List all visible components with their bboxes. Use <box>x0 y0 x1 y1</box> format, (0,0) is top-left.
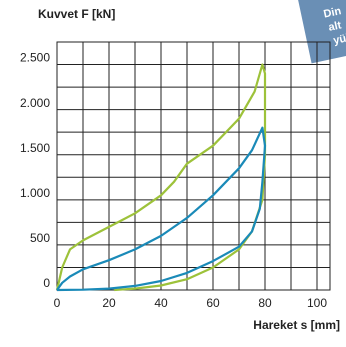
y-tick-label: 1.500 <box>20 141 50 155</box>
curve <box>56 126 267 292</box>
x-axis-title: Hareket s [mm] <box>253 318 340 332</box>
y-tick-label: 2.000 <box>20 96 50 110</box>
plot-border <box>56 41 331 291</box>
tag-text: yük <box>332 31 346 47</box>
x-tick-label: 100 <box>307 296 327 310</box>
x-tick-label: 20 <box>102 296 116 310</box>
x-tick-label: 40 <box>154 296 168 310</box>
x-tick-label: 0 <box>54 296 61 310</box>
x-tick-label: 80 <box>258 296 272 310</box>
y-tick-label: 500 <box>30 231 50 245</box>
y-axis-title: Kuvvet F [kN] <box>38 7 115 21</box>
y-tick-label: 2.500 <box>20 51 50 65</box>
tag-text: Din <box>322 5 342 20</box>
x-tick-label: 60 <box>206 296 220 310</box>
curve <box>55 63 267 292</box>
tag-text: alt <box>327 19 342 33</box>
y-tick-label: 1.000 <box>20 186 50 200</box>
tag-shape <box>296 0 346 64</box>
y-tick-label: 0 <box>43 276 50 290</box>
